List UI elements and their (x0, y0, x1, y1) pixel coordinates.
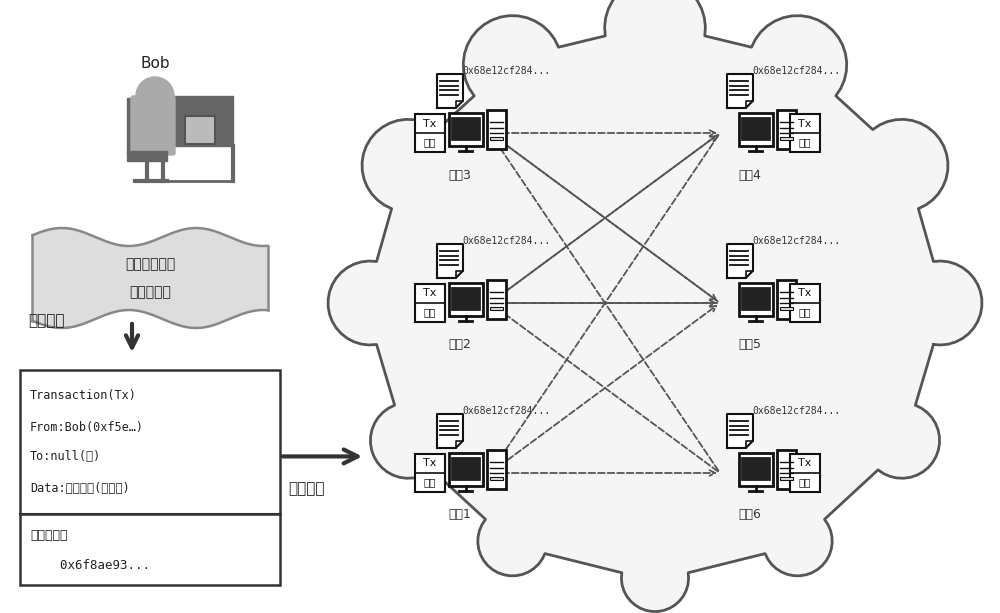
Polygon shape (328, 0, 982, 611)
FancyBboxPatch shape (487, 280, 506, 319)
FancyBboxPatch shape (777, 280, 796, 319)
Text: Bob: Bob (140, 56, 170, 70)
Text: Tx: Tx (423, 289, 437, 299)
FancyBboxPatch shape (449, 113, 483, 146)
FancyBboxPatch shape (780, 478, 793, 481)
FancyBboxPatch shape (490, 137, 503, 140)
Text: Tx: Tx (423, 459, 437, 468)
FancyBboxPatch shape (777, 110, 796, 149)
Text: 高级语言编写: 高级语言编写 (125, 257, 175, 271)
Text: 0x68e12cf284...: 0x68e12cf284... (462, 66, 550, 76)
Text: 签名: 签名 (424, 308, 436, 318)
Text: 签名: 签名 (424, 478, 436, 487)
FancyBboxPatch shape (185, 116, 215, 144)
Text: Tx: Tx (798, 459, 812, 468)
Text: 0x68e12cf284...: 0x68e12cf284... (752, 236, 840, 246)
Polygon shape (727, 244, 753, 278)
Polygon shape (32, 228, 268, 328)
FancyBboxPatch shape (739, 283, 773, 316)
FancyBboxPatch shape (415, 114, 445, 152)
Text: 签名: 签名 (799, 137, 811, 148)
FancyBboxPatch shape (131, 96, 175, 155)
Text: 节点5: 节点5 (738, 338, 762, 351)
Text: Tx: Tx (798, 289, 812, 299)
Text: 发送交易: 发送交易 (288, 481, 324, 496)
Circle shape (136, 77, 174, 115)
FancyBboxPatch shape (490, 478, 503, 481)
FancyBboxPatch shape (451, 117, 480, 140)
Text: 0x68e12cf284...: 0x68e12cf284... (462, 406, 550, 416)
FancyBboxPatch shape (790, 284, 820, 322)
FancyBboxPatch shape (487, 450, 506, 489)
Text: 数字签名：: 数字签名： (30, 529, 68, 542)
FancyBboxPatch shape (741, 117, 770, 140)
Text: 节点3: 节点3 (449, 169, 471, 181)
FancyBboxPatch shape (127, 98, 137, 153)
FancyBboxPatch shape (415, 454, 445, 492)
FancyBboxPatch shape (451, 287, 480, 310)
Polygon shape (727, 414, 753, 448)
Text: 节点6: 节点6 (739, 509, 761, 522)
Text: 签名: 签名 (424, 137, 436, 148)
Polygon shape (437, 74, 463, 108)
FancyBboxPatch shape (741, 457, 770, 480)
FancyBboxPatch shape (451, 457, 480, 480)
FancyBboxPatch shape (777, 450, 796, 489)
FancyBboxPatch shape (127, 151, 167, 161)
FancyBboxPatch shape (163, 96, 233, 146)
FancyBboxPatch shape (739, 453, 773, 486)
FancyBboxPatch shape (780, 307, 793, 310)
Text: 0x68e12cf284...: 0x68e12cf284... (752, 406, 840, 416)
Polygon shape (437, 244, 463, 278)
FancyBboxPatch shape (780, 137, 793, 140)
FancyBboxPatch shape (170, 120, 200, 134)
Text: 0x68e12cf284...: 0x68e12cf284... (752, 66, 840, 76)
Text: 签名: 签名 (799, 308, 811, 318)
Text: From:Bob(0xf5e…): From:Bob(0xf5e…) (30, 421, 144, 434)
FancyBboxPatch shape (20, 370, 280, 514)
Text: To:null(空): To:null(空) (30, 450, 101, 463)
FancyBboxPatch shape (415, 284, 445, 322)
FancyBboxPatch shape (20, 514, 280, 585)
Text: Tx: Tx (798, 118, 812, 129)
FancyBboxPatch shape (449, 283, 483, 316)
Text: 签名: 签名 (799, 478, 811, 487)
FancyBboxPatch shape (487, 110, 506, 149)
Text: 的智能合约: 的智能合约 (129, 285, 171, 299)
FancyBboxPatch shape (790, 454, 820, 492)
Text: 0x68e12cf284...: 0x68e12cf284... (462, 236, 550, 246)
Text: 节点1: 节点1 (449, 509, 471, 522)
FancyBboxPatch shape (741, 287, 770, 310)
Text: Transaction(Tx): Transaction(Tx) (30, 389, 137, 402)
Text: 节点2: 节点2 (449, 338, 471, 351)
Polygon shape (437, 414, 463, 448)
FancyBboxPatch shape (739, 113, 773, 146)
Polygon shape (727, 74, 753, 108)
Text: 节点4: 节点4 (739, 169, 761, 181)
FancyBboxPatch shape (790, 114, 820, 152)
Text: Data:合约代码(字节码): Data:合约代码(字节码) (30, 482, 130, 495)
Text: Tx: Tx (423, 118, 437, 129)
FancyBboxPatch shape (449, 453, 483, 486)
FancyBboxPatch shape (490, 307, 503, 310)
Text: 创建交易: 创建交易 (28, 313, 64, 329)
Text: 0x6f8ae93...: 0x6f8ae93... (45, 558, 150, 572)
